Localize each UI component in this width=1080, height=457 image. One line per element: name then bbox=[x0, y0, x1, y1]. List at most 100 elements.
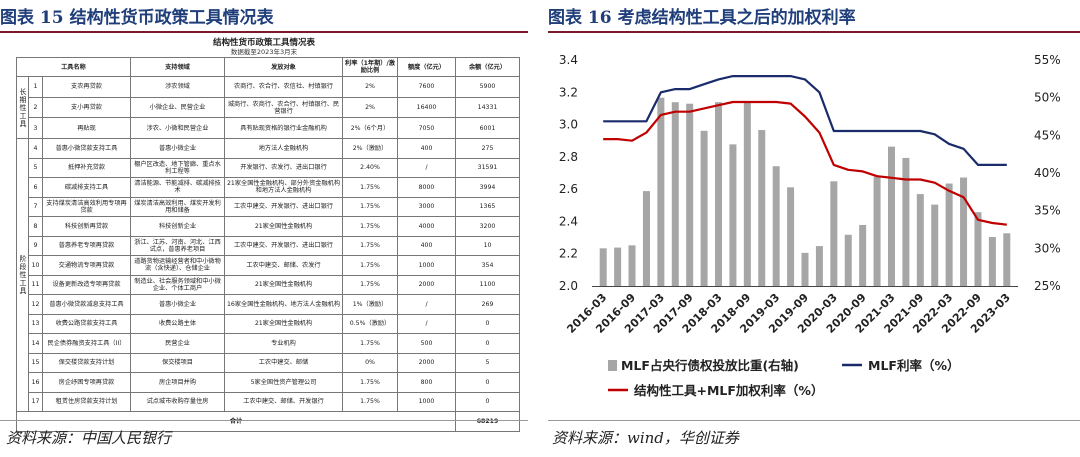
cell-balance: 1100 bbox=[455, 274, 520, 296]
cell-rate: 1.75% bbox=[342, 196, 398, 218]
cell-field: 民营企业 bbox=[130, 333, 225, 354]
cell-quota: / bbox=[397, 157, 456, 179]
table-row: 2 支小再贷款 小微企业、民营企业 城商行、农商行、农合行、村镇银行、民营银行 2% 16… bbox=[17, 96, 520, 119]
cell-field: 涉农领域 bbox=[130, 76, 225, 98]
table-header-row: 工具名称 支持领域 发放对象 利率（1年期）/激励比例 额度（亿元） 余额（亿元… bbox=[16, 57, 520, 77]
cell-target: 专业机构 bbox=[224, 333, 343, 354]
cell-name: 普惠小微贷款减息支持工具 bbox=[42, 294, 131, 315]
cell-no: 6 bbox=[28, 177, 43, 198]
legend-label: MLF利率（%） bbox=[868, 358, 959, 373]
bar-2023-03 bbox=[1003, 233, 1011, 286]
bar-2021-03 bbox=[887, 146, 895, 286]
bar-2021-12 bbox=[931, 204, 939, 286]
cell-name: 普惠小微贷款支持工具 bbox=[42, 138, 131, 159]
bar-2017-09 bbox=[686, 103, 694, 287]
cell-rate: 2%（激励） bbox=[342, 138, 398, 159]
right-tick-label: 25% bbox=[1034, 279, 1061, 293]
table-title: 结构性货币政策工具情况表 bbox=[212, 38, 315, 48]
cell-balance: 3994 bbox=[455, 177, 520, 198]
source-note-left: 资料来源：中国人民银行 bbox=[6, 429, 172, 447]
cell-rate: 1.75% bbox=[342, 255, 398, 276]
bar-2020-06 bbox=[844, 234, 852, 286]
bar-2019-06 bbox=[787, 187, 795, 286]
legend-label: 结构性工具+MLF加权利率（%） bbox=[634, 383, 823, 398]
bar-2017-06 bbox=[671, 102, 679, 286]
bar-2022-09 bbox=[974, 212, 982, 286]
weighted-rate-line bbox=[603, 100, 1007, 226]
cell-quota: 1000 bbox=[397, 391, 456, 413]
cell-target: 21家全国性金融机构 bbox=[224, 313, 343, 335]
table-row: 13 收费公路贷款支持工具 收费公路主体 21家全国性金融机构 0.5%（激励）/0 bbox=[17, 313, 520, 335]
cell-balance: 10 bbox=[455, 235, 520, 257]
bar-2018-03 bbox=[715, 102, 723, 286]
cell-rate: 0% bbox=[342, 352, 398, 374]
right-tick-label: 50% bbox=[1034, 91, 1061, 105]
cell-no: 1 bbox=[28, 76, 43, 98]
cell-no: 8 bbox=[28, 216, 43, 237]
cell-balance: 5 bbox=[455, 352, 520, 374]
category-stage: 阶段性工具 bbox=[16, 138, 29, 413]
table-row: 3 再贴现 涉农、小微和民营企业 具有贴现资格的银行业金融机构 2%（6个月） 7050 6… bbox=[17, 117, 520, 140]
bar-2021-06 bbox=[902, 157, 910, 286]
cell-target: 工农中建交、邮储 bbox=[224, 352, 343, 374]
cell-rate: 1.75% bbox=[342, 274, 398, 296]
cell-name: 设备更新改造专项再贷款 bbox=[42, 274, 131, 296]
cell-field: 保交楼项目 bbox=[130, 352, 225, 374]
cell-name: 租赁住房贷款支持计划 bbox=[42, 391, 131, 413]
header-tool-name: 工具名称 bbox=[16, 57, 131, 77]
bottom-rule bbox=[0, 420, 528, 421]
right-tick-label: 35% bbox=[1034, 204, 1061, 218]
table-row: 11 设备更新改造专项再贷款 制造业、社会服务领域和中小微企业、个体工商户 21家全国… bbox=[17, 274, 520, 296]
bar-series bbox=[599, 97, 1011, 287]
cell-no: 10 bbox=[28, 255, 43, 276]
left-tick-label: 2.2 bbox=[559, 247, 578, 261]
right-tick-label: 55% bbox=[1034, 53, 1061, 67]
cell-no: 13 bbox=[28, 313, 43, 335]
legend-label: MLF占央行债权投放比重(右轴) bbox=[621, 358, 799, 373]
left-tick-label: 3.2 bbox=[559, 85, 578, 99]
cell-balance: 354 bbox=[455, 255, 520, 276]
cell-field: 房企项目并购 bbox=[130, 372, 225, 393]
cell-no: 7 bbox=[28, 196, 43, 218]
cell-target: 5家全国性资产管理公司 bbox=[224, 372, 343, 393]
cell-rate: 1%（激励） bbox=[342, 294, 398, 315]
table-subtitle: 数据截至2023年3月末 bbox=[230, 48, 298, 56]
cell-target: 地方法人金融机构 bbox=[224, 138, 343, 159]
cell-balance: 5900 bbox=[455, 76, 520, 98]
legend-item: MLF利率（%） bbox=[842, 358, 959, 373]
cell-rate: 1.75% bbox=[342, 216, 398, 237]
header-quota: 额度（亿元） bbox=[397, 57, 456, 77]
table-row: 长期性工具 1 支农再贷款 涉农领域 农商行、农合行、农信社、村镇银行 2% 7600 590… bbox=[16, 75, 520, 140]
cell-quota: / bbox=[397, 313, 456, 335]
cell-field: 道路货物运输经营者和中小微物流（含快递）、仓储企业 bbox=[130, 255, 225, 276]
bar-2020-12 bbox=[873, 176, 881, 286]
cell-quota: 2000 bbox=[397, 352, 456, 374]
figure-15-name: 结构性货币政策工具情况表 bbox=[69, 7, 274, 28]
cell-name: 保交楼贷款支持计划 bbox=[42, 352, 131, 374]
figure-15-title: 图表 15 结构性货币政策工具情况表 bbox=[0, 0, 528, 30]
cell-field: 小微企业、民营企业 bbox=[130, 96, 225, 119]
cell-no: 4 bbox=[28, 138, 43, 159]
figure-15-label: 图表 15 bbox=[0, 7, 64, 28]
bar-2017-03 bbox=[657, 97, 665, 287]
cell-name: 支持煤炭清洁高效利用专项再贷款 bbox=[42, 196, 131, 218]
table-row: 10 交通物流专项再贷款 道路货物运输经营者和中小微物流（含快递）、仓储企业 工农中建… bbox=[17, 255, 520, 276]
cell-rate: 1.75% bbox=[342, 391, 398, 413]
cell-balance: 31591 bbox=[455, 157, 520, 179]
bar-2018-09 bbox=[743, 102, 751, 286]
cell-field: 浙江、江苏、河南、河北、江西试点，普惠养老项目 bbox=[130, 235, 225, 257]
cell-target: 工农中建交、开发银行、进出口银行 bbox=[224, 196, 343, 218]
mlf-rate-line bbox=[603, 74, 1007, 166]
left-tick-label: 3.0 bbox=[559, 118, 578, 132]
table-row: 15 保交楼贷款支持计划 保交楼项目 工农中建交、邮储 0% 2000 5 bbox=[17, 352, 520, 374]
category-long-term: 长期性工具 bbox=[16, 75, 29, 140]
table-row: 14 民企债券融资支持工具（II） 民营企业 专业机构 1.75% 500 0 bbox=[17, 333, 520, 354]
cell-balance: 3200 bbox=[455, 216, 520, 237]
bar-2018-12 bbox=[758, 130, 766, 286]
legend-swatch bbox=[608, 360, 617, 371]
cell-target: 工农中建交、邮储、开发银行 bbox=[224, 391, 343, 413]
cell-quota: 3000 bbox=[397, 196, 456, 218]
cell-field: 科技创新企业 bbox=[130, 216, 225, 237]
cell-rate: 2%（6个月） bbox=[342, 117, 398, 140]
bar-2022-12 bbox=[988, 237, 996, 286]
